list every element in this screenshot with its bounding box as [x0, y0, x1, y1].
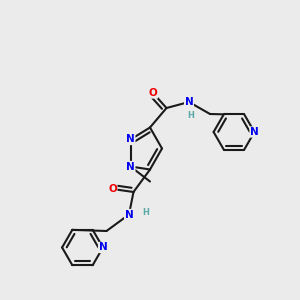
Text: N: N: [126, 134, 135, 145]
Text: N: N: [250, 127, 259, 137]
Text: N: N: [126, 161, 135, 172]
Text: O: O: [108, 184, 117, 194]
Text: N: N: [98, 242, 107, 253]
Text: O: O: [148, 88, 158, 98]
Text: N: N: [124, 209, 134, 220]
Text: N: N: [184, 97, 194, 107]
Text: H: H: [142, 208, 149, 217]
Text: H: H: [187, 111, 194, 120]
